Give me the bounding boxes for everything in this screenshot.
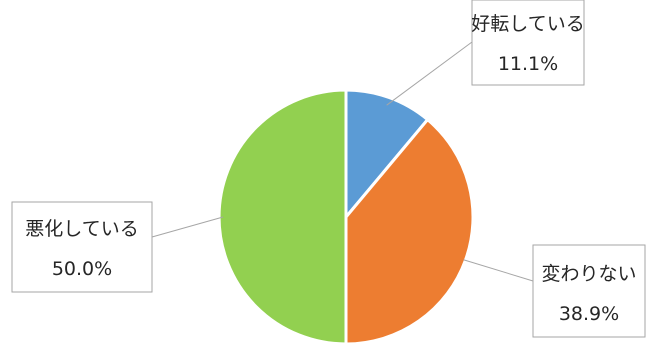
pie-slice-0 <box>344 88 430 222</box>
slice-0-category-label: 好転している <box>471 13 584 35</box>
slice-0-value-label: 11.1% <box>498 53 558 75</box>
leader-line-2 <box>151 216 224 238</box>
pie-slices <box>217 88 475 345</box>
data-label-slice-0: 好転している 11.1% <box>471 0 585 86</box>
slice-2-category-label: 悪化している <box>25 218 138 240</box>
leader-line-1 <box>463 259 534 282</box>
slice-1-value-label: 38.9% <box>559 303 619 325</box>
leader-lines <box>151 41 534 282</box>
slice-2-value-label: 50.0% <box>52 258 112 280</box>
slice-1-category-label: 変わりない <box>541 263 636 285</box>
pie-slice-2 <box>217 88 348 345</box>
data-label-slice-2: 悪化している 50.0% <box>11 201 153 293</box>
leader-line-0 <box>386 41 473 106</box>
data-label-slice-1: 変わりない 38.9% <box>532 244 646 338</box>
